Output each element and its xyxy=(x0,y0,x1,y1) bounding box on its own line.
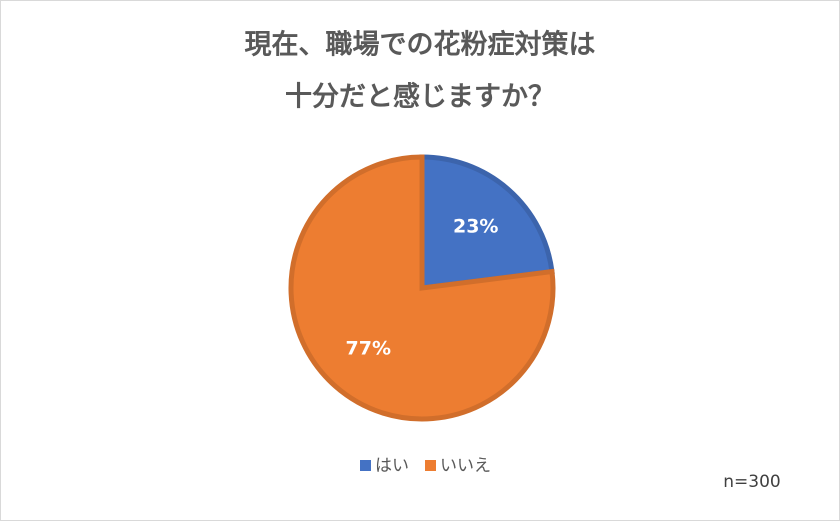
data-label: 23% xyxy=(453,216,498,238)
legend-label: はい xyxy=(375,456,409,476)
pie-slice xyxy=(288,154,556,422)
sample-size-note: n=300 xyxy=(723,472,780,492)
legend-swatch xyxy=(425,460,436,471)
chart-title: 十分だと感じますか？ xyxy=(285,81,555,113)
chart-title: 現在、職場での花粉症対策は xyxy=(245,29,596,61)
data-label: 77% xyxy=(346,337,391,359)
pie-slice xyxy=(419,154,555,291)
legend-swatch xyxy=(360,460,371,471)
legend-label: いいえ xyxy=(440,456,491,476)
